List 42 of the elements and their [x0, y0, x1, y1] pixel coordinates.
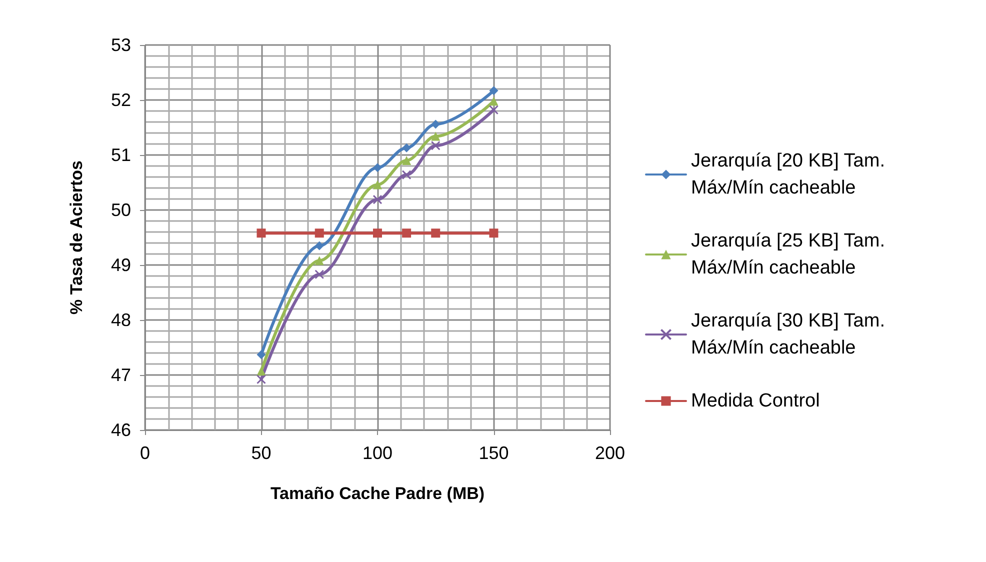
y-tick-label: 49 [110, 255, 131, 275]
point [431, 228, 440, 238]
point [402, 143, 412, 152]
point [489, 228, 498, 238]
legend-label: Jerarquía [20 KB] Tam. Máx/Mín cacheable [691, 150, 890, 198]
x-axis-title: Tamaño Cache Padre (MB) [270, 484, 485, 503]
point [314, 241, 324, 250]
x-tick-label: 100 [362, 443, 393, 463]
point [256, 366, 266, 376]
point [314, 270, 324, 280]
point [431, 132, 440, 141]
point [431, 120, 440, 129]
x-tick-label: 0 [140, 443, 150, 463]
point [373, 228, 382, 238]
y-tick-label: 52 [110, 90, 131, 110]
y-tick-label: 48 [110, 310, 131, 330]
point [256, 374, 266, 384]
point [402, 156, 412, 165]
point [402, 170, 412, 180]
legend-label: Medida Control [691, 390, 820, 412]
point [314, 256, 324, 266]
point [256, 350, 266, 360]
y-tick-label: 50 [110, 200, 131, 220]
point [489, 86, 498, 96]
y-tick-label: 51 [110, 145, 131, 165]
y-tick-label: 53 [110, 35, 131, 55]
x-tick-label: 50 [251, 443, 272, 463]
point [373, 180, 382, 190]
point [372, 194, 382, 204]
x-tick-label: 150 [478, 443, 509, 463]
x-tick-label: 200 [594, 443, 626, 463]
point [256, 228, 266, 238]
legend-label: Jerarquía [30 KB] Tam. Máx/Mín cacheable [691, 310, 890, 358]
legend-label: Jerarquía [25 KB] Tam. Máx/Mín cacheable [691, 230, 890, 278]
y-axis-title: % Tasa de Aciertos [67, 160, 86, 315]
point [314, 228, 324, 238]
point [373, 163, 382, 172]
point [430, 140, 440, 150]
y-tick-label: 46 [110, 420, 131, 440]
point [402, 228, 412, 238]
point [489, 105, 498, 115]
y-tick-label: 47 [110, 365, 131, 385]
